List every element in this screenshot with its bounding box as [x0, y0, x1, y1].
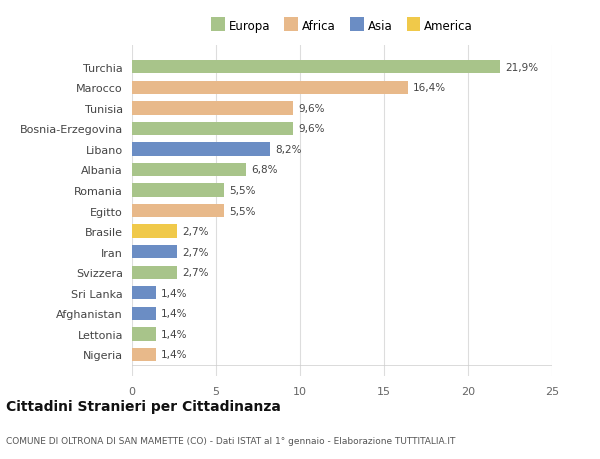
Bar	[132, 307, 155, 320]
Bar	[132, 163, 246, 177]
Text: 9,6%: 9,6%	[298, 124, 325, 134]
Bar	[132, 204, 224, 218]
Text: 1,4%: 1,4%	[161, 309, 187, 319]
Bar	[132, 102, 293, 115]
Text: 16,4%: 16,4%	[413, 83, 446, 93]
Text: Cittadini Stranieri per Cittadinanza: Cittadini Stranieri per Cittadinanza	[6, 399, 281, 413]
Text: 6,8%: 6,8%	[251, 165, 278, 175]
Bar	[132, 81, 407, 95]
Text: 5,5%: 5,5%	[229, 185, 256, 196]
Text: 5,5%: 5,5%	[229, 206, 256, 216]
Text: 1,4%: 1,4%	[161, 288, 187, 298]
Bar	[132, 266, 178, 280]
Text: COMUNE DI OLTRONA DI SAN MAMETTE (CO) - Dati ISTAT al 1° gennaio - Elaborazione : COMUNE DI OLTRONA DI SAN MAMETTE (CO) - …	[6, 436, 455, 445]
Bar	[132, 123, 293, 136]
Text: 1,4%: 1,4%	[161, 350, 187, 360]
Bar	[132, 184, 224, 197]
Text: 8,2%: 8,2%	[275, 145, 301, 155]
Text: 21,9%: 21,9%	[505, 62, 538, 73]
Bar	[132, 225, 178, 238]
Bar	[132, 246, 178, 259]
Bar	[132, 348, 155, 361]
Text: 2,7%: 2,7%	[182, 268, 209, 278]
Legend: Europa, Africa, Asia, America: Europa, Africa, Asia, America	[211, 21, 473, 34]
Bar	[132, 328, 155, 341]
Bar	[132, 61, 500, 74]
Text: 2,7%: 2,7%	[182, 247, 209, 257]
Text: 9,6%: 9,6%	[298, 104, 325, 113]
Bar	[132, 143, 270, 156]
Text: 2,7%: 2,7%	[182, 227, 209, 237]
Bar	[132, 286, 155, 300]
Text: 1,4%: 1,4%	[161, 329, 187, 339]
